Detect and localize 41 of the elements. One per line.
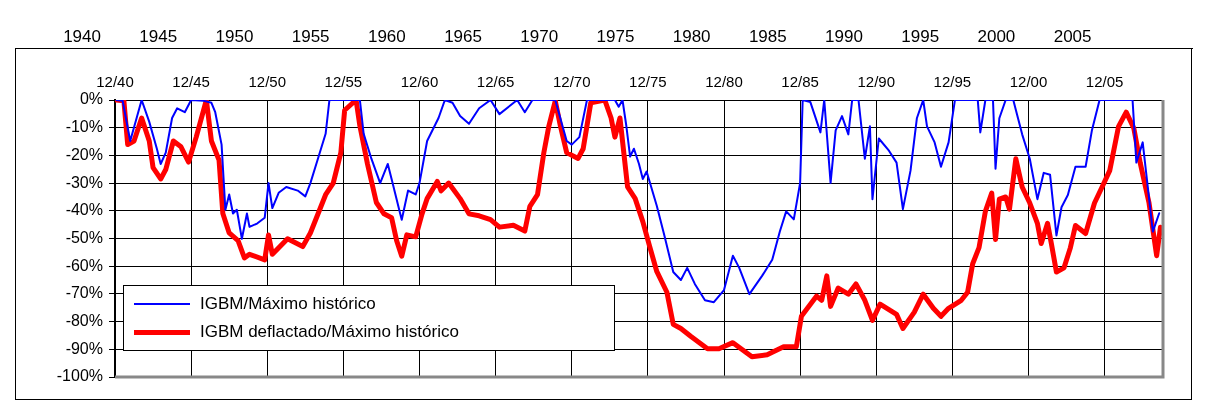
x2-tick-label: 1960	[367, 26, 406, 46]
x2-tick-label: 1945	[139, 26, 178, 46]
y-tick-label: -60%	[65, 256, 103, 274]
x-tick-label: 12/75	[629, 73, 667, 91]
x2-tick-label: 1955	[291, 26, 330, 46]
x2-tick-label: 1990	[825, 26, 863, 46]
x-tick-label: 12/80	[705, 73, 743, 91]
x-tick-label: 12/45	[172, 73, 210, 91]
x2-tick-label: 1940	[63, 26, 101, 46]
x-tick-label: 12/40	[96, 73, 134, 91]
y-tick-label: -10%	[65, 118, 103, 136]
y-tick-label: -100%	[56, 367, 103, 385]
x-tick-label: 12/95	[933, 73, 972, 91]
x-tick-label: 12/50	[248, 73, 287, 91]
x2-tick-label: 1975	[596, 26, 635, 46]
x-tick-label: 12/70	[552, 73, 591, 91]
legend-label: IGBM/Máximo histórico	[200, 293, 376, 315]
y-tick-label: -50%	[65, 228, 103, 246]
x2-tick-label: 2000	[977, 26, 1016, 46]
x2-tick-label: 1970	[520, 26, 559, 46]
x2-tick-label: 1965	[444, 26, 482, 46]
x-tick-label: 12/00	[1009, 73, 1048, 91]
x2-tick-label: 1950	[215, 26, 254, 46]
x2-tick-label: 1995	[901, 26, 940, 46]
y-tick-label: -30%	[65, 173, 103, 191]
legend-label: IGBM deflactado/Máximo histórico	[200, 321, 459, 343]
x-tick-label: 12/85	[781, 73, 819, 91]
x-tick-label: 12/55	[324, 73, 363, 91]
y-tick-label: -80%	[65, 312, 103, 330]
x2-tick-label: 1980	[672, 26, 711, 46]
x-tick-label: 12/65	[476, 73, 515, 91]
y-tick-label: -70%	[65, 284, 103, 302]
x-tick-label: 12/05	[1085, 73, 1124, 91]
y-tick-label: -90%	[65, 339, 103, 357]
x2-tick-label: 2005	[1053, 26, 1092, 46]
y-tick-label: 0%	[79, 90, 103, 108]
x-tick-label: 12/90	[857, 73, 896, 91]
x2-tick-label: 1985	[748, 26, 787, 46]
x-tick-label: 12/60	[400, 73, 439, 91]
y-tick-label: -40%	[65, 201, 103, 219]
y-tick-label: -20%	[65, 145, 103, 163]
